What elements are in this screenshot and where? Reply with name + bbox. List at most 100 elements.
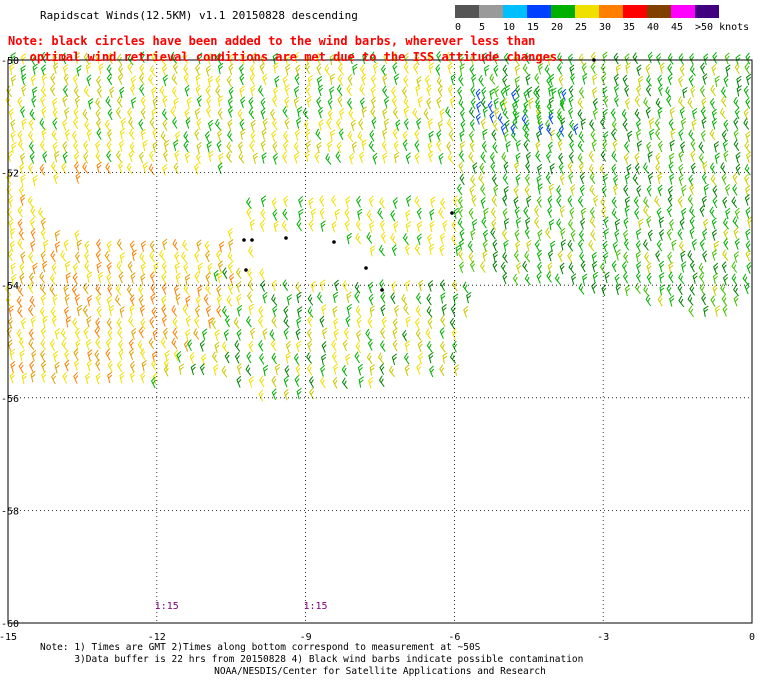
wind-barb	[197, 285, 203, 297]
wind-barb	[537, 117, 543, 130]
wind-barb	[250, 130, 256, 143]
wind-barb	[733, 129, 739, 141]
wind-barb	[105, 338, 111, 351]
wind-barb	[414, 243, 421, 256]
wind-barb	[52, 141, 58, 154]
wind-barb	[142, 139, 148, 152]
wind-barb	[17, 96, 23, 109]
wind-barb	[599, 163, 606, 176]
wind-barb	[296, 387, 302, 400]
wind-barb	[612, 139, 618, 152]
wind-barb	[161, 295, 167, 308]
wind-barb	[393, 140, 399, 153]
wind-barb	[698, 152, 705, 165]
wind-barb	[736, 85, 742, 97]
wind-barb	[480, 197, 486, 209]
wind-barb	[8, 108, 14, 120]
wind-barb	[427, 233, 433, 246]
wind-barb	[227, 119, 233, 131]
lon-tick-label: -15	[0, 632, 17, 643]
wind-barb	[610, 108, 617, 120]
wind-barb	[570, 73, 576, 85]
wind-barb	[369, 221, 375, 233]
wind-barb	[184, 108, 190, 120]
wind-barb	[551, 87, 557, 99]
wind-barb	[354, 282, 361, 294]
wind-barb	[41, 128, 47, 140]
wind-barb	[643, 97, 650, 109]
wind-barb	[721, 261, 727, 274]
wind-barb	[383, 52, 389, 64]
wind-barb	[392, 317, 398, 330]
wind-barb	[173, 139, 179, 151]
wind-barb	[284, 84, 290, 96]
wind-barb	[558, 152, 564, 165]
wind-barb	[437, 85, 443, 97]
wind-barb	[602, 173, 609, 186]
wind-barb	[547, 262, 553, 274]
wind-barb	[577, 140, 584, 153]
wind-barb	[403, 118, 409, 130]
wind-barb	[251, 52, 257, 64]
wind-barb	[471, 218, 478, 231]
wind-barb	[510, 130, 517, 142]
wind-barb	[310, 208, 317, 220]
wind-barb	[379, 219, 385, 232]
wind-barb	[43, 239, 49, 252]
wind-barb	[667, 53, 674, 65]
wind-barb	[367, 316, 373, 329]
wind-barb	[139, 63, 145, 76]
wind-barb	[128, 150, 134, 162]
wind-barb	[502, 107, 509, 120]
wind-barb	[39, 283, 47, 295]
wind-barb	[745, 185, 751, 197]
wind-barb	[548, 183, 555, 196]
wind-barb	[369, 364, 375, 376]
wind-barb	[28, 328, 34, 341]
wind-barb	[556, 218, 562, 230]
wind-barb	[475, 88, 481, 101]
wind-barb	[297, 106, 303, 118]
wind-barb	[183, 140, 189, 153]
wind-barb	[482, 229, 489, 242]
wind-barb	[638, 218, 644, 230]
wind-barb	[234, 340, 241, 352]
wind-barb	[227, 96, 233, 109]
wind-barb	[523, 100, 529, 113]
wind-barb	[72, 272, 78, 285]
wind-barb	[580, 207, 587, 219]
wind-barbs-layer	[5, 51, 753, 402]
wind-barb	[18, 185, 24, 198]
wind-barb	[591, 281, 597, 294]
wind-barb	[457, 86, 463, 99]
wind-barb	[333, 328, 339, 341]
wind-barb	[139, 304, 145, 317]
wind-barb	[272, 305, 278, 317]
wind-barb	[612, 240, 618, 253]
wind-barb	[245, 315, 252, 328]
wind-barb	[556, 195, 562, 208]
wind-barb	[624, 196, 631, 208]
wind-barb	[418, 352, 424, 365]
wind-barb	[73, 107, 79, 120]
wind-barb	[50, 250, 56, 263]
wind-barb	[624, 172, 630, 185]
wind-barb	[357, 131, 364, 143]
wind-barb	[247, 268, 253, 280]
wind-barb	[6, 207, 13, 220]
wind-barb	[285, 352, 291, 364]
wind-barb	[579, 172, 585, 185]
wind-barb	[429, 243, 435, 255]
wind-barb	[162, 150, 169, 163]
wind-barb	[18, 228, 25, 241]
wind-barb	[537, 261, 543, 274]
wind-barb	[427, 317, 433, 330]
wind-barb	[458, 249, 464, 261]
wind-barb	[16, 328, 23, 341]
wind-barb	[54, 229, 61, 242]
wind-barb	[589, 206, 596, 219]
wind-barb	[579, 184, 585, 197]
wind-barb	[392, 339, 398, 352]
wind-barb	[18, 337, 25, 349]
wind-barb	[569, 140, 575, 153]
